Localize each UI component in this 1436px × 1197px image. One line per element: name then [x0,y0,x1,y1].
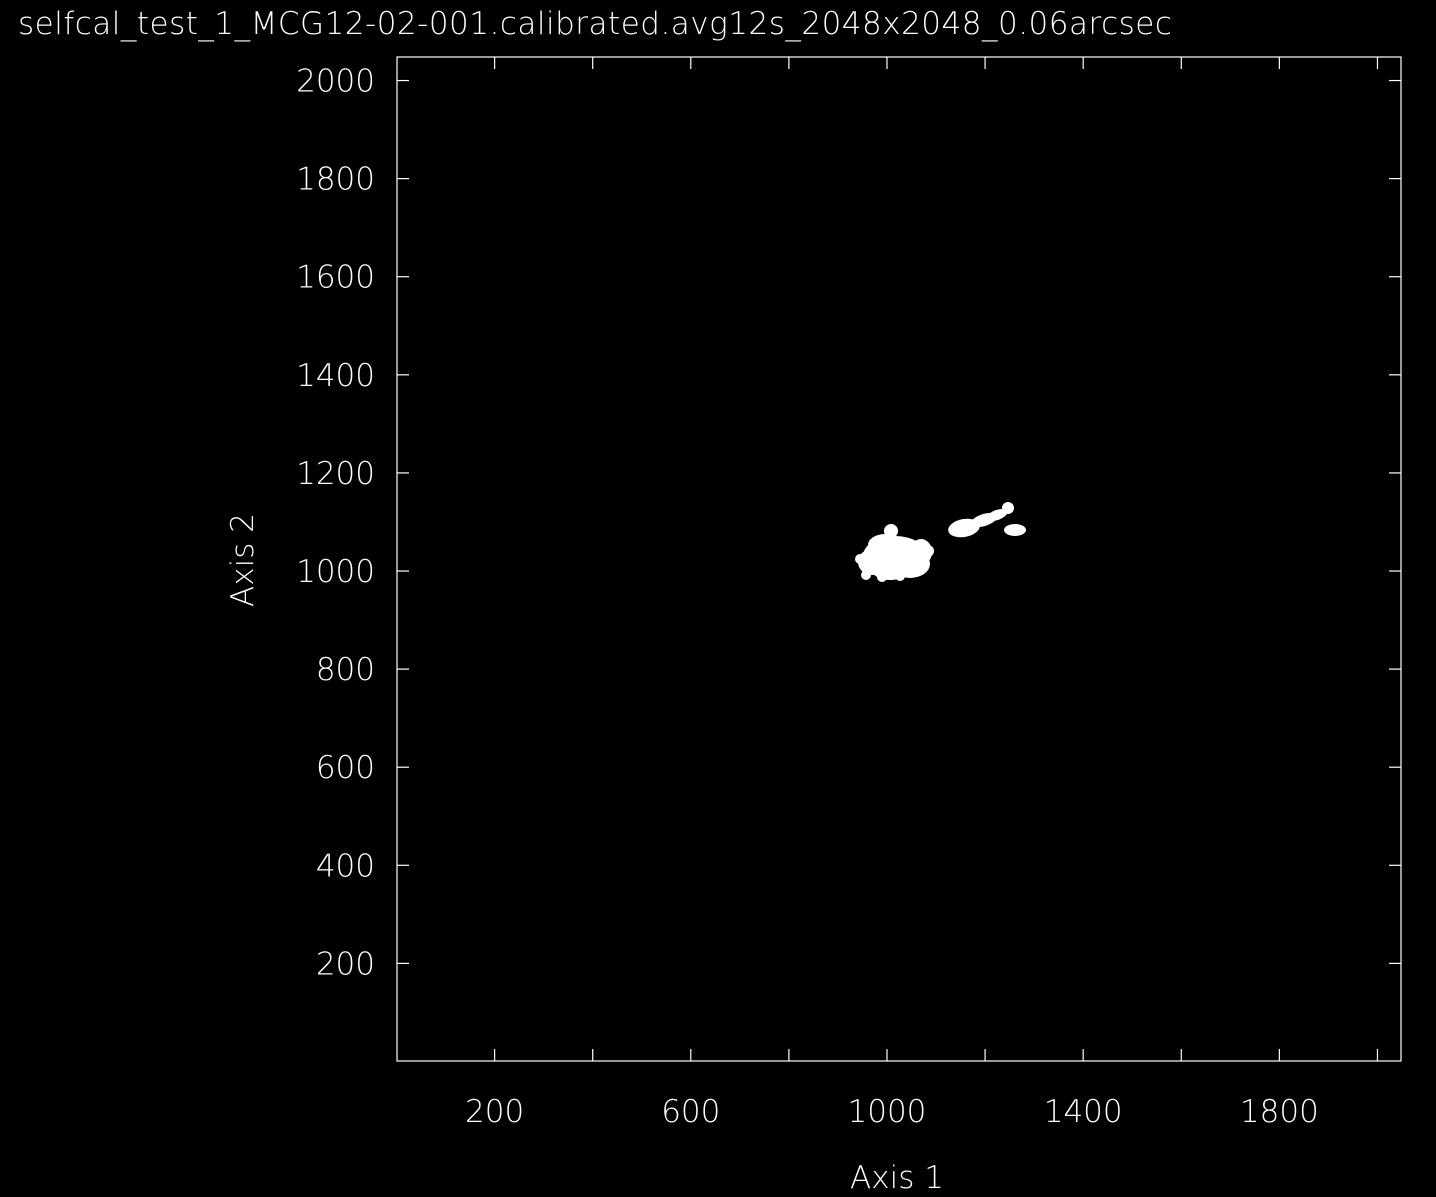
x-tick-label: 1800 [1240,1094,1319,1130]
axis-ticks [397,57,1401,1061]
image-title: selfcal_test_1_MCG12-02-001.calibrated.a… [18,6,1173,42]
y-tick-label: 800 [316,652,375,688]
y-tick-label: 400 [316,848,375,884]
plot-frame [396,56,1402,1062]
x-tick-label: 200 [465,1094,524,1130]
y-axis-label: Axis 2 [225,513,261,607]
y-tick-label: 1200 [296,456,375,492]
x-tick-labels: 200 600 1000 1400 1800 [465,1094,1319,1130]
x-tick-label: 1000 [848,1094,927,1130]
x-axis-label: Axis 1 [850,1160,944,1196]
y-tick-labels: 2000 1800 1600 1400 1200 1000 800 600 400 200 [296,64,375,983]
y-tick-label: 1000 [296,554,375,590]
y-tick-label: 1800 [296,162,375,198]
x-tick-label: 1400 [1044,1094,1123,1130]
y-tick-label: 600 [316,750,375,786]
source-emission [855,502,1026,582]
y-tick-label: 200 [316,946,375,982]
y-tick-label: 1600 [296,260,375,296]
y-tick-label: 2000 [296,64,375,100]
x-tick-label: 600 [661,1094,720,1130]
y-tick-label: 1400 [296,358,375,394]
